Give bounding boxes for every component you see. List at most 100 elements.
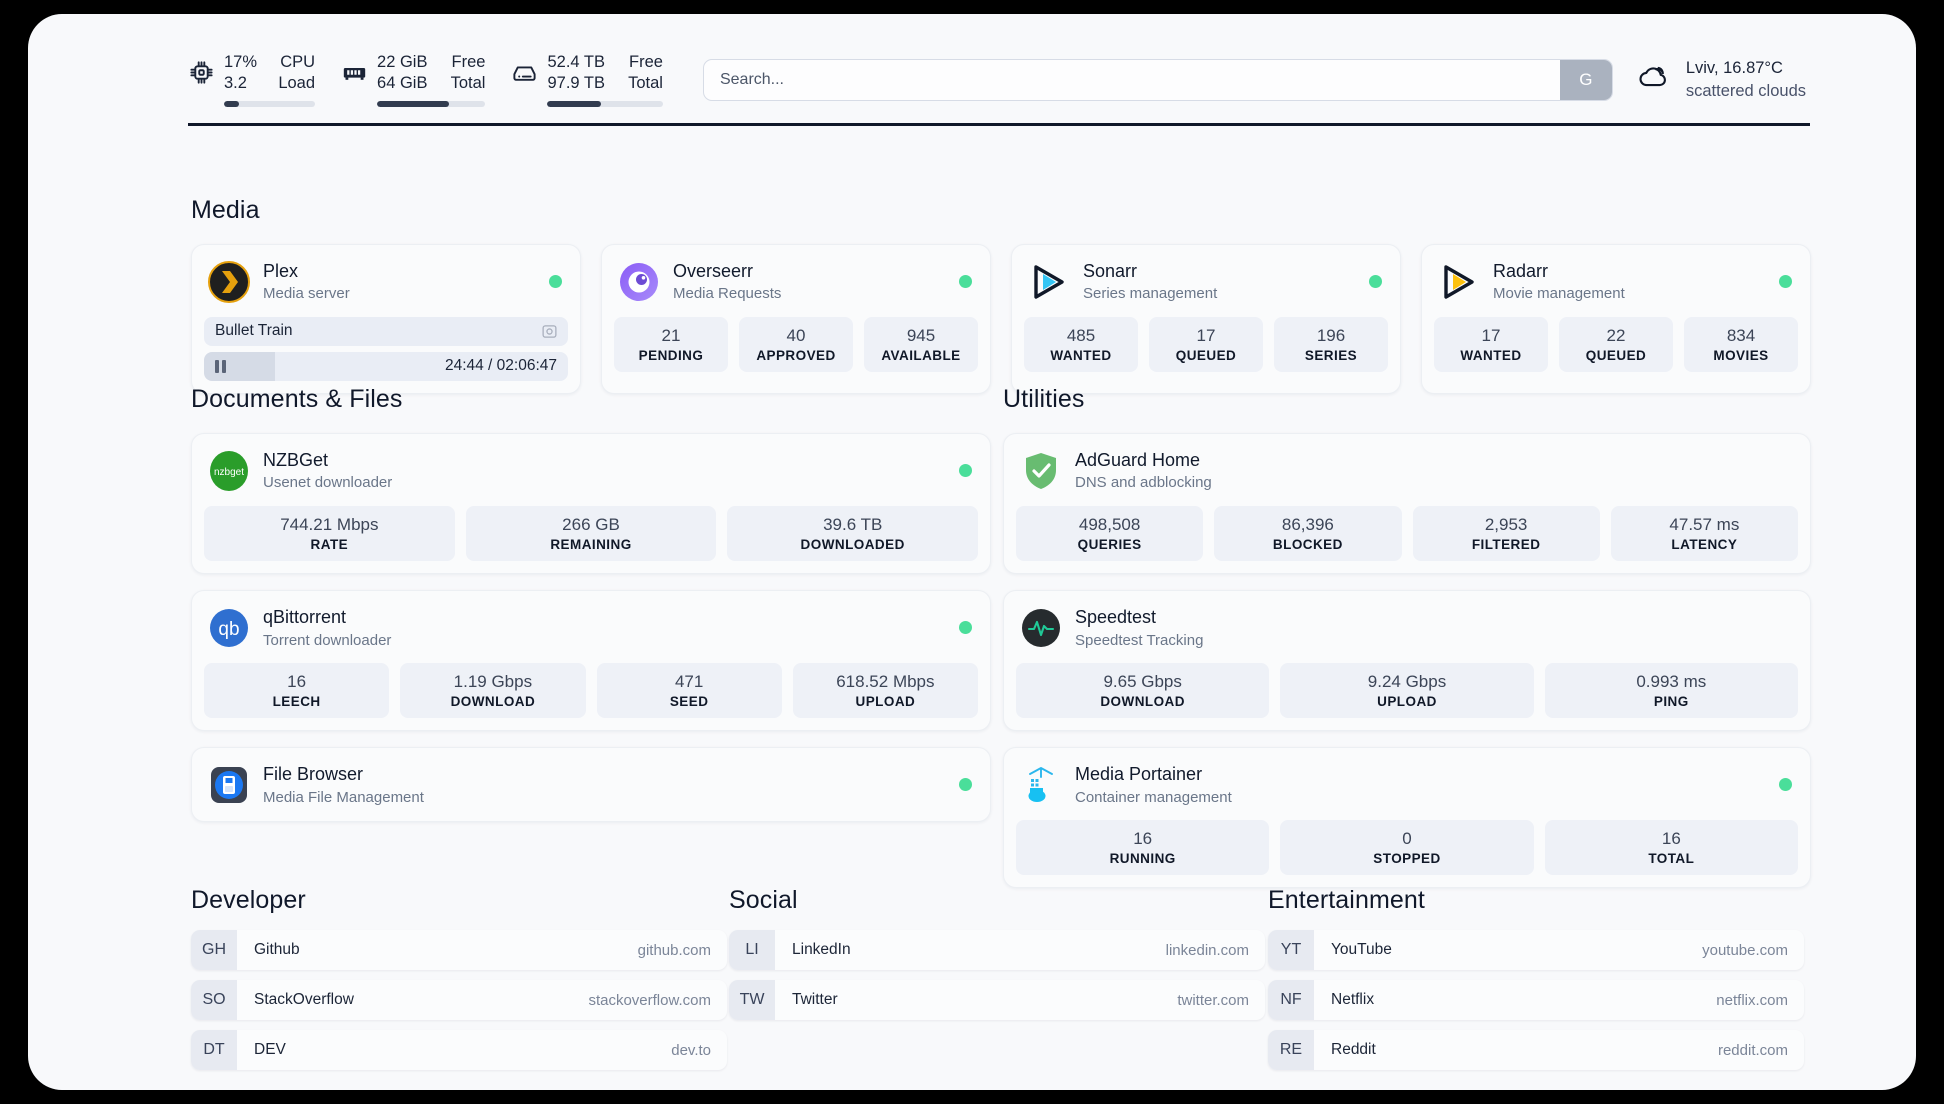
stat-latency-value: 47.57 ms: [1669, 514, 1740, 534]
card-portainer[interactable]: Media Portainer Container management 16 …: [1003, 747, 1811, 889]
search-box[interactable]: G: [702, 58, 1613, 101]
card-overseerr-name: Overseerr: [673, 261, 754, 281]
stat-approved-label: APPROVED: [756, 348, 836, 364]
stat-movies-label: MOVIES: [1713, 348, 1769, 364]
stat-download-label: DOWNLOAD: [450, 694, 536, 710]
plex-progress-bar[interactable]: 24:44 / 02:06:47: [204, 351, 568, 381]
card-adguard[interactable]: AdGuard Home DNS and adblocking 498,508 …: [1003, 433, 1811, 575]
card-sonarr[interactable]: Sonarr Series management 485 WANTED 17 Q…: [1011, 244, 1401, 394]
card-sonarr-name: Sonarr: [1083, 261, 1138, 281]
card-sonarr-stats: 485 WANTED 17 QUEUED 196 SERIES: [1024, 316, 1388, 373]
memory-label-total: Total: [450, 74, 486, 92]
stat-rate-label: RATE: [310, 537, 349, 553]
stat-filtered-label: FILTERED: [1471, 537, 1541, 553]
stat-approved: 40 APPROVED: [739, 316, 853, 373]
stat-queries: 498,508 QUERIES: [1016, 505, 1204, 562]
stat-ping: 0.993 ms PING: [1544, 663, 1798, 719]
stat-movies: 834 MOVIES: [1684, 316, 1798, 373]
card-plex-head: Plex Media server: [204, 256, 568, 306]
memory-label-free: Free: [451, 52, 486, 71]
card-sonarr-head: Sonarr Series management: [1024, 256, 1388, 306]
bookmark-item-github[interactable]: GH Github github.com: [191, 930, 727, 970]
cast-icon[interactable]: [541, 323, 558, 345]
radarr-logo: [1438, 261, 1480, 303]
card-overseerr[interactable]: Overseerr Media Requests 21 PENDING 40 A…: [601, 244, 991, 394]
utilities-section-title: Utilities: [1003, 385, 1085, 413]
dashboard-header: 17% 3.2 CPU Load: [188, 36, 1810, 126]
svg-text:nzbget: nzbget: [214, 467, 244, 478]
stat-radarr-queued: 22 QUEUED: [1559, 316, 1673, 373]
cpu-label-bottom: Load: [278, 74, 316, 92]
stat-series: 196 SERIES: [1274, 316, 1388, 373]
bookmark-item-dev[interactable]: DT DEV dev.to: [191, 1030, 727, 1070]
card-radarr-head: Radarr Movie management: [1434, 256, 1798, 306]
search-input[interactable]: [703, 59, 1560, 100]
stat-running-value: 16: [1133, 829, 1153, 849]
card-qbittorrent-head: qb qBittorrent Torrent downloader: [204, 602, 978, 652]
stat-series-label: SERIES: [1304, 348, 1358, 364]
disk-total-value: 97.9 TB: [547, 74, 605, 92]
stat-latency: 47.57 ms LATENCY: [1610, 505, 1798, 562]
card-nzbget-subtitle: Usenet downloader: [263, 474, 393, 492]
stat-seed: 471 SEED: [596, 663, 782, 719]
stat-upload-value: 618.52 Mbps: [836, 672, 935, 692]
card-radarr-name: Radarr: [1493, 261, 1549, 281]
stat-running: 16 RUNNING: [1016, 820, 1270, 876]
stat-queries-value: 498,508: [1078, 514, 1141, 534]
card-speedtest-stats: 9.65 Gbps DOWNLOAD 9.24 Gbps UPLOAD 0.99…: [1016, 663, 1798, 719]
stat-wanted: 485 WANTED: [1024, 316, 1138, 373]
card-portainer-head: Media Portainer Container management: [1016, 759, 1798, 809]
bookmark-twitter-name: Twitter: [792, 991, 838, 1008]
sonarr-logo: [1028, 261, 1070, 303]
card-radarr[interactable]: Radarr Movie management 17 WANTED 22 QUE…: [1421, 244, 1811, 394]
card-speedtest[interactable]: Speedtest Speedtest Tracking 9.65 Gbps D…: [1003, 590, 1811, 732]
stat-available-value: 945: [906, 325, 936, 345]
bookmark-twitter-url: twitter.com: [1177, 991, 1249, 1009]
stat-download: 1.19 Gbps DOWNLOAD: [400, 663, 586, 719]
card-filebrowser[interactable]: File Browser Media File Management: [191, 747, 991, 823]
stat-stopped-label: STOPPED: [1373, 851, 1441, 867]
bookmark-social-title: Social: [729, 886, 798, 914]
bookmark-item-youtube[interactable]: YT YouTube youtube.com: [1268, 930, 1804, 970]
stat-speedtest-download-label: DOWNLOAD: [1100, 694, 1185, 710]
bookmark-item-stackoverflow[interactable]: SO StackOverflow stackoverflow.com: [191, 980, 727, 1020]
linkedin-badge-icon: LI: [729, 930, 775, 970]
bookmark-item-linkedin[interactable]: LI LinkedIn linkedin.com: [729, 930, 1265, 970]
memory-total-value: 64 GiB: [377, 74, 428, 92]
pause-icon[interactable]: [215, 359, 226, 373]
card-plex[interactable]: Plex Media server Bullet Train: [191, 244, 581, 394]
card-portainer-name: Media Portainer: [1075, 764, 1203, 785]
card-qbittorrent[interactable]: qb qBittorrent Torrent downloader 16 LEE…: [191, 590, 991, 732]
stat-download-value: 1.19 Gbps: [453, 672, 533, 692]
bookmark-item-netflix[interactable]: NF Netflix netflix.com: [1268, 980, 1804, 1020]
card-radarr-subtitle: Movie management: [1493, 285, 1625, 303]
card-filebrowser-subtitle: Media File Management: [263, 788, 424, 806]
plex-media-title: Bullet Train: [215, 322, 293, 340]
bookmark-group-entertainment: Entertainment YT YouTube youtube.com NF …: [1268, 886, 1804, 1070]
plex-time-display: 24:44 / 02:06:47: [444, 357, 557, 375]
card-sonarr-status-dot: [1369, 274, 1382, 288]
youtube-badge-icon: YT: [1268, 930, 1314, 970]
disk-usage-bar: [547, 101, 663, 108]
portainer-logo: [1020, 764, 1062, 806]
cpu-value-load: 3.2: [224, 74, 247, 92]
stat-filtered-value: 2,953: [1484, 514, 1528, 534]
card-nzbget[interactable]: nzbget NZBGet Usenet downloader 744.21 M…: [191, 433, 991, 575]
memory-usage-bar: [377, 101, 486, 108]
documents-section-title: Documents & Files: [191, 385, 403, 413]
bookmark-item-reddit[interactable]: RE Reddit reddit.com: [1268, 1030, 1804, 1070]
cpu-stat-group: 17% 3.2 CPU Load: [188, 52, 316, 108]
search-engine-button[interactable]: G: [1559, 59, 1612, 100]
stat-remaining-label: REMAINING: [550, 537, 632, 553]
overseerr-logo: [618, 261, 660, 303]
weather-location-temp: Lviv, 16.87°C: [1685, 59, 1783, 78]
bookmark-linkedin-url: linkedin.com: [1165, 941, 1249, 959]
bookmark-item-twitter[interactable]: TW Twitter twitter.com: [729, 980, 1265, 1020]
bookmark-stackoverflow-url: stackoverflow.com: [588, 991, 711, 1009]
card-qbittorrent-stats: 16 LEECH 1.19 Gbps DOWNLOAD 471 SEED 618…: [204, 663, 978, 719]
card-speedtest-subtitle: Speedtest Tracking: [1075, 631, 1204, 649]
card-radarr-status-dot: [1779, 274, 1792, 288]
twitter-badge-icon: TW: [729, 980, 775, 1020]
weather-widget[interactable]: Lviv, 16.87°C scattered clouds: [1635, 57, 1810, 102]
plex-now-playing-title: Bullet Train: [204, 316, 568, 346]
